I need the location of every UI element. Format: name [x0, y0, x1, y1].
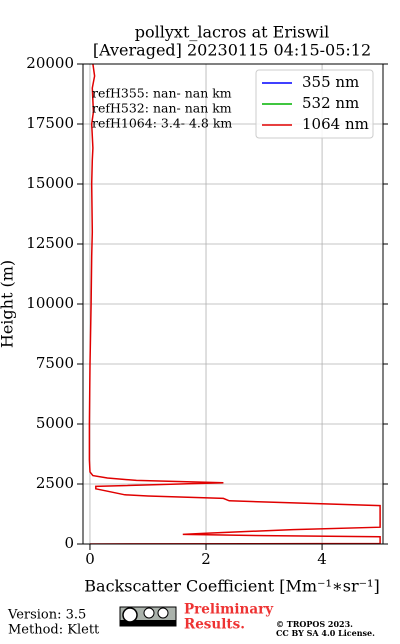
plot-lines	[88, 64, 381, 544]
y-tick-label: 20000	[26, 54, 74, 72]
y-axis-label: Height (m)	[0, 260, 17, 348]
annotation: refH532: nan- nan km	[92, 101, 232, 116]
notice-line-2: Results.	[184, 617, 245, 633]
legend-label: 1064 nm	[302, 115, 369, 133]
y-tick-label: 10000	[26, 294, 74, 312]
annotation: refH1064: 3.4- 4.8 km	[92, 116, 232, 131]
x-tick-label: 2	[201, 550, 211, 568]
legend-box	[255, 69, 374, 139]
legend: 355 nm 532 nm 1064 nm	[262, 73, 369, 133]
license-line-1: © TROPOS 2023.	[276, 619, 353, 629]
y-tick-label: 5000	[36, 414, 74, 432]
y-tick-label: 15000	[26, 174, 74, 192]
chart-subtitle: [Averaged] 20230115 04:15-05:12	[93, 41, 371, 60]
y-tick-label: 12500	[26, 234, 74, 252]
y-tick-label: 0	[64, 534, 74, 552]
chart-title: pollyxt_lacros at Eriswil	[135, 23, 329, 42]
x-tick-label: 0	[85, 550, 95, 568]
legend-label: 355 nm	[302, 73, 359, 91]
profile-line	[88, 64, 381, 544]
notice-line-1: Preliminary	[184, 602, 274, 618]
x-axis-label: Backscatter Coefficient [Mm⁻¹∗sr⁻¹]	[84, 577, 379, 596]
annotation: refH355: nan- nan km	[92, 86, 232, 101]
y-tick-label: 7500	[36, 354, 74, 372]
legend-label: 532 nm	[302, 94, 359, 112]
method: Method: Klett	[8, 623, 100, 638]
y-tick-label: 2500	[36, 474, 74, 492]
license-line-2: CC BY SA 4.0 License.	[276, 628, 375, 638]
version: Version: 3.5	[7, 608, 86, 623]
cc-icon	[119, 606, 177, 627]
x-tick-label: 4	[317, 550, 327, 568]
y-tick-label: 17500	[26, 114, 74, 132]
